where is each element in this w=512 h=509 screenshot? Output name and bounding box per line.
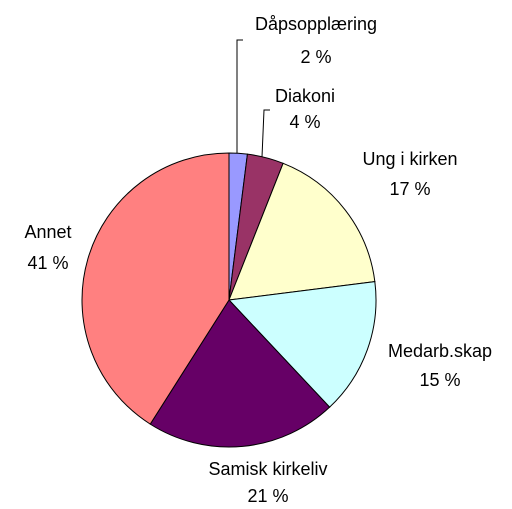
pie-slice <box>81 152 230 425</box>
value-label: 4 % <box>289 112 320 132</box>
pie-slice <box>228 162 376 301</box>
value-label: 2 % <box>300 47 331 67</box>
value-label: 15 % <box>419 370 460 390</box>
slice-label: Ung i kirken <box>362 149 457 169</box>
value-label: 41 % <box>27 253 68 273</box>
slice-label: Diakoni <box>275 86 335 106</box>
pie-slice <box>149 299 331 448</box>
value-label: 17 % <box>389 179 430 199</box>
slice-label: Dåpsopplæring <box>255 14 377 34</box>
value-label: 21 % <box>247 486 288 506</box>
slice-label: Medarb.skap <box>388 341 492 361</box>
pie-slice <box>227 281 377 408</box>
leader-line <box>236 39 243 155</box>
slice-label: Annet <box>24 222 71 242</box>
leader-line <box>261 109 270 158</box>
slice-label: Samisk kirkeliv <box>208 459 327 479</box>
